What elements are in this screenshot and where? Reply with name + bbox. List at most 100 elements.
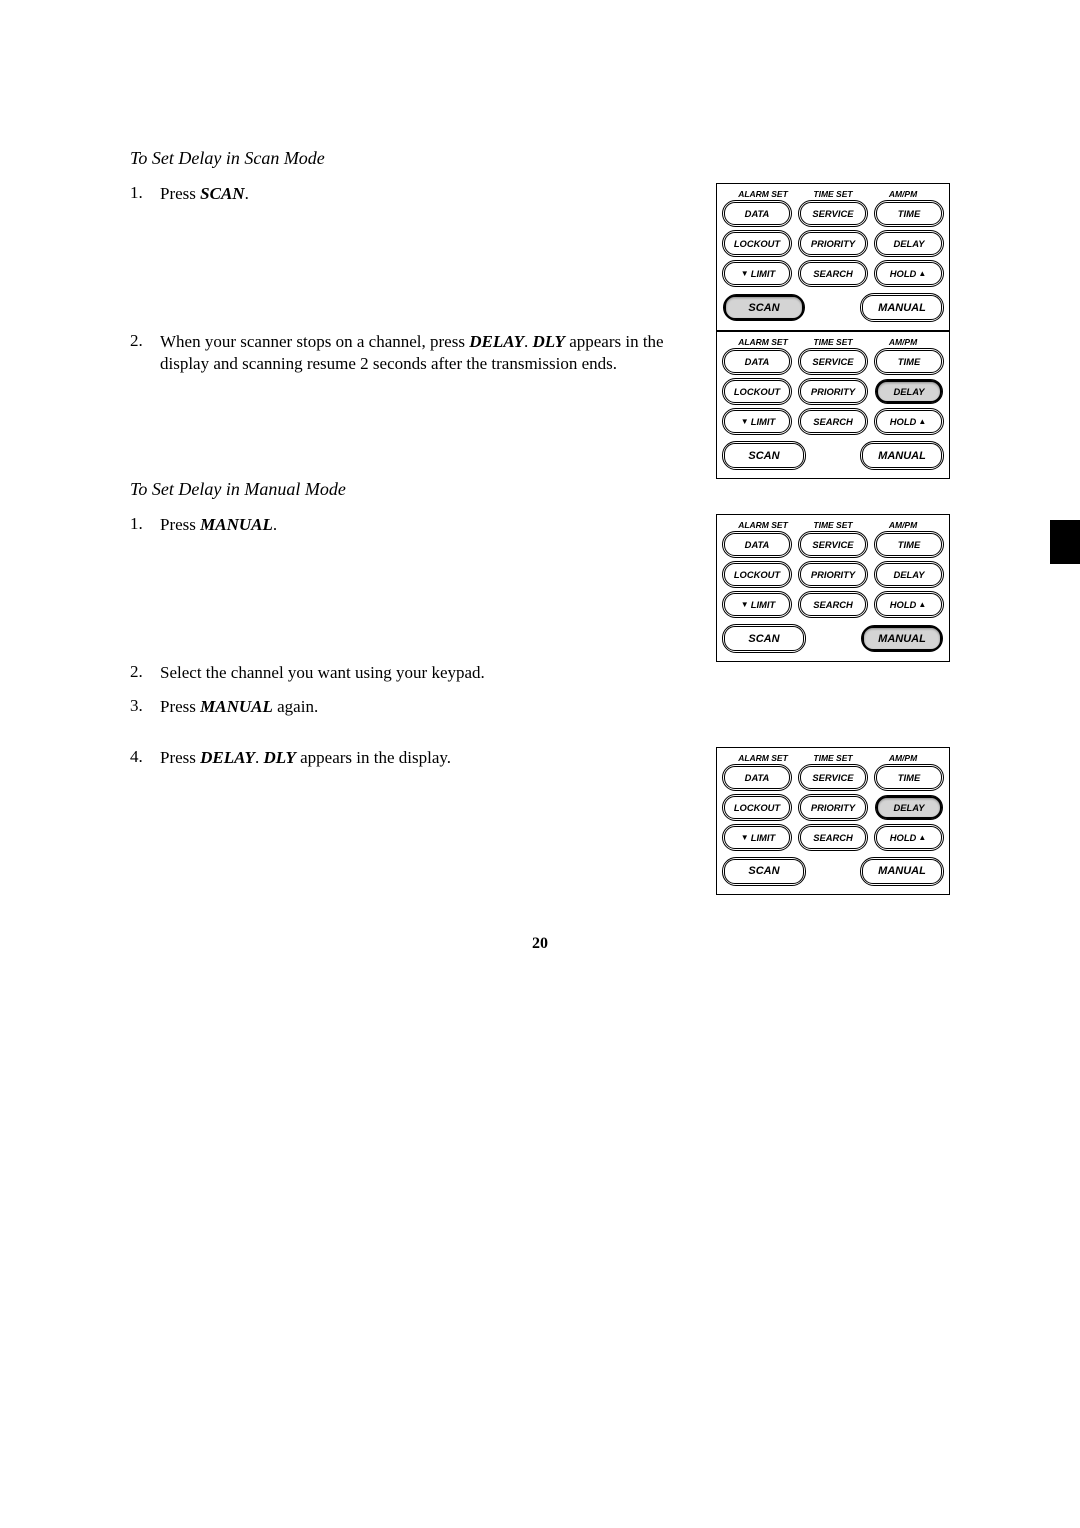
step-number: 4.	[130, 747, 160, 767]
keypad-button-limit[interactable]: ▼ LIMIT	[724, 410, 790, 433]
keypad-button-limit[interactable]: ▼ LIMIT	[724, 593, 790, 616]
keypad-top-labels: ALARM SETTIME SETAM/PM	[724, 337, 942, 350]
step-row-b4: 4. Press DELAY. DLY appears in the displ…	[130, 747, 950, 895]
keypad-button-scan[interactable]: SCAN	[724, 859, 804, 884]
keypad-button-hold[interactable]: HOLD ▲	[876, 826, 942, 849]
keypad-top-label: ALARM SET	[728, 189, 798, 199]
keypad-row: DATA SERVICE TIME	[724, 766, 942, 789]
keypad-button-limit[interactable]: ▼ LIMIT	[724, 262, 790, 285]
keypad-row: DATA SERVICE TIME	[724, 533, 942, 556]
keypad-button-limit[interactable]: ▼ LIMIT	[724, 826, 790, 849]
page-number: 20	[130, 935, 950, 953]
keypad-panel-2: ALARM SETTIME SETAM/PMDATASERVICETIMELOC…	[716, 331, 950, 479]
keypad-button-manual[interactable]: MANUAL	[862, 626, 942, 651]
keypad-row: LOCKOUT PRIORITY DELAY	[724, 563, 942, 586]
keypad-row: ▼ LIMIT SEARCH HOLD ▲	[724, 826, 942, 849]
keypad-button-time[interactable]: TIME	[876, 350, 942, 373]
step-number: 3.	[130, 696, 160, 716]
keypad-button-priority[interactable]: PRIORITY	[800, 232, 866, 255]
keypad-button-hold[interactable]: HOLD ▲	[876, 410, 942, 433]
step-number: 2.	[130, 331, 160, 351]
keypad-button-scan[interactable]: SCAN	[724, 295, 804, 320]
keypad-button-lockout[interactable]: LOCKOUT	[724, 232, 790, 255]
keypad-bottom-row: SCAN MANUAL	[724, 443, 942, 468]
keypad-button-delay[interactable]: DELAY	[876, 380, 942, 403]
keypad-button-lockout[interactable]: LOCKOUT	[724, 796, 790, 819]
step-row-a1: 1. Press SCAN. ALARM SETTIME SETAM/PMDAT…	[130, 183, 950, 331]
keypad-button-priority[interactable]: PRIORITY	[800, 796, 866, 819]
keypad-button-service[interactable]: SERVICE	[800, 350, 866, 373]
keypad-button-search[interactable]: SEARCH	[800, 262, 866, 285]
step-text: When your scanner stops on a channel, pr…	[160, 331, 710, 376]
keypad-top-label: ALARM SET	[728, 520, 798, 530]
keypad-row: LOCKOUT PRIORITY DELAY	[724, 380, 942, 403]
keypad-row: LOCKOUT PRIORITY DELAY	[724, 796, 942, 819]
step-text: Press MANUAL.	[160, 514, 710, 536]
step-number: 1.	[130, 183, 160, 203]
steps-b-rest: 2. Select the channel you want using you…	[130, 662, 950, 719]
keypad-button-lockout[interactable]: LOCKOUT	[724, 563, 790, 586]
keypad-button-service[interactable]: SERVICE	[800, 202, 866, 225]
keypad-top-label: TIME SET	[798, 520, 868, 530]
section-heading-scan: To Set Delay in Scan Mode	[130, 148, 950, 169]
step-text: Press DELAY. DLY appears in the display.	[160, 747, 710, 769]
keypad-button-data[interactable]: DATA	[724, 766, 790, 789]
keypad-button-manual[interactable]: MANUAL	[862, 295, 942, 320]
keypad-button-data[interactable]: DATA	[724, 533, 790, 556]
keypad-button-delay[interactable]: DELAY	[876, 232, 942, 255]
keypad-button-manual[interactable]: MANUAL	[862, 859, 942, 884]
keypad-button-hold[interactable]: HOLD ▲	[876, 593, 942, 616]
keypad-top-label: AM/PM	[868, 520, 938, 530]
keypad-top-label: TIME SET	[798, 337, 868, 347]
step-number: 2.	[130, 662, 160, 682]
keypad-panel-1: ALARM SETTIME SETAM/PMDATASERVICETIMELOC…	[716, 183, 950, 331]
keypad-button-priority[interactable]: PRIORITY	[800, 380, 866, 403]
keypad-button-priority[interactable]: PRIORITY	[800, 563, 866, 586]
keypad-top-labels: ALARM SETTIME SETAM/PM	[724, 520, 942, 533]
keypad-top-label: AM/PM	[868, 337, 938, 347]
keypad-button-data[interactable]: DATA	[724, 350, 790, 373]
keypad-top-label: ALARM SET	[728, 337, 798, 347]
step-row-a2: 2. When your scanner stops on a channel,…	[130, 331, 950, 479]
keypad-panel-4: ALARM SETTIME SETAM/PMDATASERVICETIMELOC…	[716, 747, 950, 895]
keypad-top-label: ALARM SET	[728, 753, 798, 763]
keypad-button-hold[interactable]: HOLD ▲	[876, 262, 942, 285]
keypad-panel-3: ALARM SETTIME SETAM/PMDATASERVICETIMELOC…	[716, 514, 950, 662]
keypad-top-label: AM/PM	[868, 753, 938, 763]
keypad-button-service[interactable]: SERVICE	[800, 533, 866, 556]
keypad-button-service[interactable]: SERVICE	[800, 766, 866, 789]
manual-page: To Set Delay in Scan Mode 1. Press SCAN.…	[0, 0, 1080, 1033]
keypad-button-search[interactable]: SEARCH	[800, 593, 866, 616]
keypad-bottom-row: SCAN MANUAL	[724, 295, 942, 320]
keypad-button-delay[interactable]: DELAY	[876, 563, 942, 586]
side-tab-marker	[1050, 520, 1080, 564]
keypad-top-label: TIME SET	[798, 189, 868, 199]
keypad-button-time[interactable]: TIME	[876, 533, 942, 556]
keypad-button-scan[interactable]: SCAN	[724, 626, 804, 651]
keypad-bottom-row: SCAN MANUAL	[724, 859, 942, 884]
keypad-button-time[interactable]: TIME	[876, 766, 942, 789]
keypad-button-lockout[interactable]: LOCKOUT	[724, 380, 790, 403]
step-text: Select the channel you want using your k…	[160, 662, 950, 684]
keypad-button-time[interactable]: TIME	[876, 202, 942, 225]
step-text: Press SCAN.	[160, 183, 710, 205]
keypad-top-label: AM/PM	[868, 189, 938, 199]
section-heading-manual: To Set Delay in Manual Mode	[130, 479, 950, 500]
keypad-button-scan[interactable]: SCAN	[724, 443, 804, 468]
keypad-row: ▼ LIMIT SEARCH HOLD ▲	[724, 593, 942, 616]
keypad-row: DATA SERVICE TIME	[724, 202, 942, 225]
keypad-row: LOCKOUT PRIORITY DELAY	[724, 232, 942, 255]
keypad-button-data[interactable]: DATA	[724, 202, 790, 225]
keypad-row: DATA SERVICE TIME	[724, 350, 942, 373]
keypad-top-label: TIME SET	[798, 753, 868, 763]
keypad-top-labels: ALARM SETTIME SETAM/PM	[724, 753, 942, 766]
keypad-row: ▼ LIMIT SEARCH HOLD ▲	[724, 410, 942, 433]
keypad-button-search[interactable]: SEARCH	[800, 410, 866, 433]
step-text: Press MANUAL again.	[160, 696, 950, 718]
keypad-button-search[interactable]: SEARCH	[800, 826, 866, 849]
keypad-button-delay[interactable]: DELAY	[876, 796, 942, 819]
step-number: 1.	[130, 514, 160, 534]
keypad-button-manual[interactable]: MANUAL	[862, 443, 942, 468]
keypad-top-labels: ALARM SETTIME SETAM/PM	[724, 189, 942, 202]
step-row-b1: 1. Press MANUAL. ALARM SETTIME SETAM/PMD…	[130, 514, 950, 662]
